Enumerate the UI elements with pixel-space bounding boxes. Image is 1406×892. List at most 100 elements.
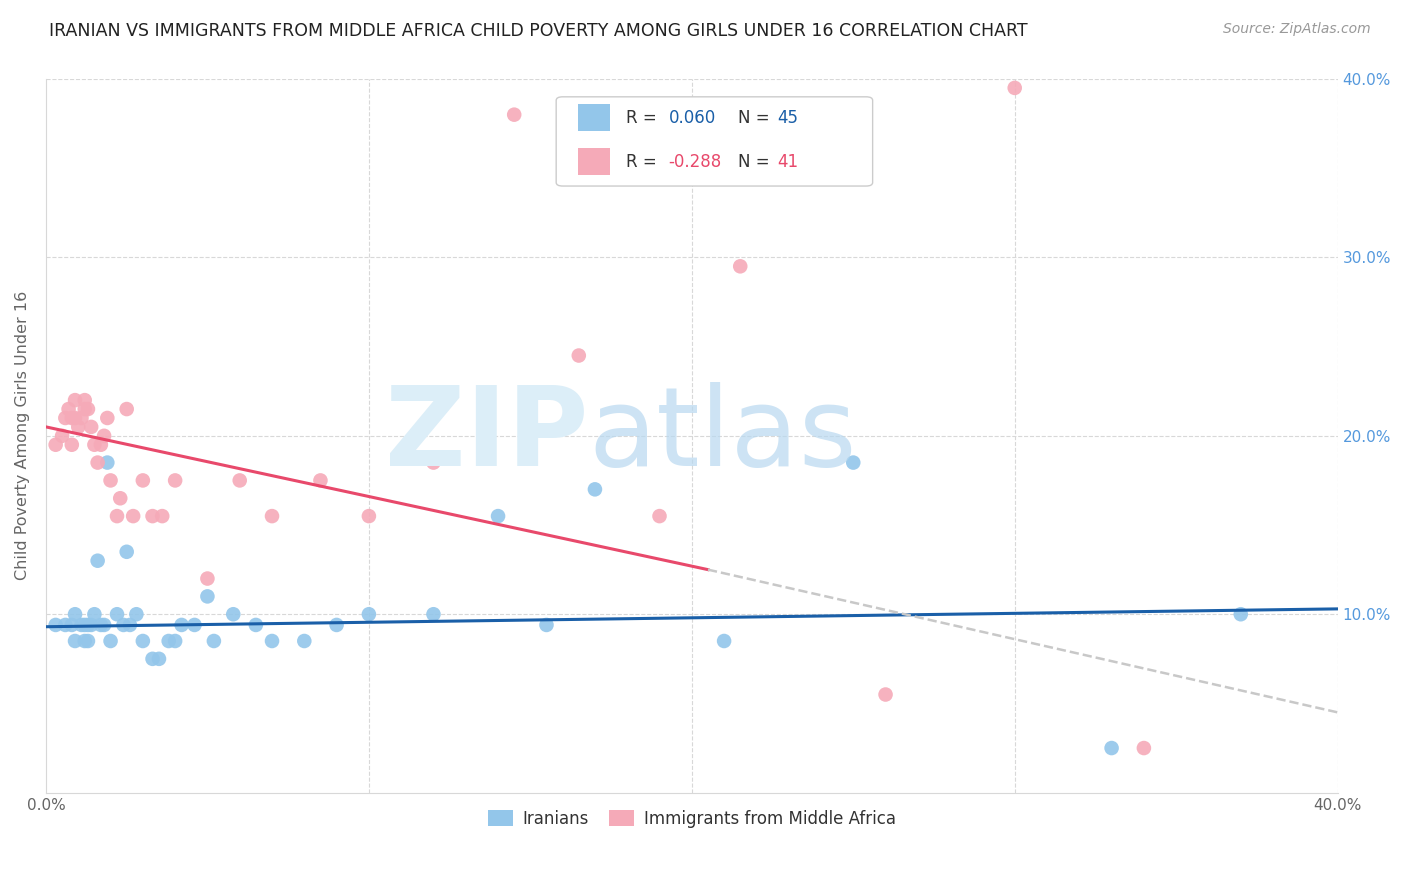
Point xyxy=(80,618,103,632)
Text: R =: R = xyxy=(626,153,662,170)
Point xyxy=(568,349,591,363)
Point xyxy=(245,618,267,632)
Point xyxy=(357,509,380,524)
Point xyxy=(70,618,93,632)
Point xyxy=(170,618,193,632)
Text: N =: N = xyxy=(738,153,775,170)
Text: ZIP: ZIP xyxy=(385,383,589,490)
Point xyxy=(148,652,170,666)
Point xyxy=(115,545,138,559)
Point xyxy=(422,456,444,470)
Point xyxy=(73,402,96,417)
Point xyxy=(183,618,205,632)
Point xyxy=(105,509,128,524)
Point xyxy=(53,618,76,632)
Point xyxy=(115,402,138,417)
Text: R =: R = xyxy=(626,109,662,127)
Point xyxy=(422,607,444,622)
Point xyxy=(73,618,96,632)
Point xyxy=(118,618,141,632)
Point xyxy=(122,509,145,524)
Point xyxy=(63,411,86,425)
Point xyxy=(63,607,86,622)
Point xyxy=(77,402,100,417)
Point xyxy=(93,618,115,632)
Point xyxy=(536,618,558,632)
Point xyxy=(73,393,96,408)
Point xyxy=(51,429,73,443)
Point xyxy=(70,411,93,425)
Point xyxy=(67,420,90,434)
Point xyxy=(96,456,118,470)
Point xyxy=(132,634,155,648)
Point xyxy=(141,652,163,666)
FancyBboxPatch shape xyxy=(557,97,873,186)
Point xyxy=(875,688,897,702)
Point xyxy=(112,618,135,632)
Point xyxy=(165,634,187,648)
Point xyxy=(100,474,122,488)
Point xyxy=(63,634,86,648)
Point xyxy=(83,438,105,452)
Point xyxy=(325,618,347,632)
Point xyxy=(45,618,67,632)
Text: 0.060: 0.060 xyxy=(669,109,716,127)
Point xyxy=(90,438,112,452)
Point xyxy=(260,634,283,648)
Point xyxy=(157,634,180,648)
Point xyxy=(165,474,187,488)
Text: 41: 41 xyxy=(778,153,799,170)
Point xyxy=(583,483,606,497)
Text: Source: ZipAtlas.com: Source: ZipAtlas.com xyxy=(1223,22,1371,37)
Point xyxy=(83,607,105,622)
FancyBboxPatch shape xyxy=(578,148,610,176)
Point xyxy=(197,590,219,604)
Point xyxy=(77,618,100,632)
Point xyxy=(1133,741,1156,756)
Point xyxy=(125,607,148,622)
Point xyxy=(503,108,526,122)
Point xyxy=(105,607,128,622)
Point xyxy=(60,618,83,632)
Point xyxy=(486,509,509,524)
Point xyxy=(648,509,671,524)
Point xyxy=(60,411,83,425)
Point xyxy=(73,634,96,648)
Text: atlas: atlas xyxy=(589,383,858,490)
Point xyxy=(1229,607,1251,622)
Point xyxy=(713,634,735,648)
Point xyxy=(45,438,67,452)
Point xyxy=(292,634,315,648)
Point xyxy=(309,474,332,488)
Point xyxy=(100,634,122,648)
Point xyxy=(150,509,173,524)
Point xyxy=(53,411,76,425)
Point xyxy=(77,634,100,648)
Point xyxy=(197,572,219,586)
Text: IRANIAN VS IMMIGRANTS FROM MIDDLE AFRICA CHILD POVERTY AMONG GIRLS UNDER 16 CORR: IRANIAN VS IMMIGRANTS FROM MIDDLE AFRICA… xyxy=(49,22,1028,40)
Point xyxy=(1101,741,1123,756)
Legend: Iranians, Immigrants from Middle Africa: Iranians, Immigrants from Middle Africa xyxy=(481,803,903,834)
Text: -0.288: -0.288 xyxy=(669,153,721,170)
Point xyxy=(80,420,103,434)
FancyBboxPatch shape xyxy=(578,104,610,131)
Point xyxy=(222,607,245,622)
Point xyxy=(202,634,225,648)
Point xyxy=(93,429,115,443)
Text: N =: N = xyxy=(738,109,775,127)
Point xyxy=(60,438,83,452)
Point xyxy=(96,411,118,425)
Point xyxy=(58,402,80,417)
Point xyxy=(228,474,250,488)
Point xyxy=(86,456,108,470)
Point xyxy=(728,260,751,274)
Point xyxy=(63,393,86,408)
Point xyxy=(1004,81,1026,95)
Point xyxy=(842,456,865,470)
Point xyxy=(260,509,283,524)
Point xyxy=(90,618,112,632)
Point xyxy=(86,554,108,568)
Point xyxy=(141,509,163,524)
Point xyxy=(132,474,155,488)
Point xyxy=(110,491,132,506)
